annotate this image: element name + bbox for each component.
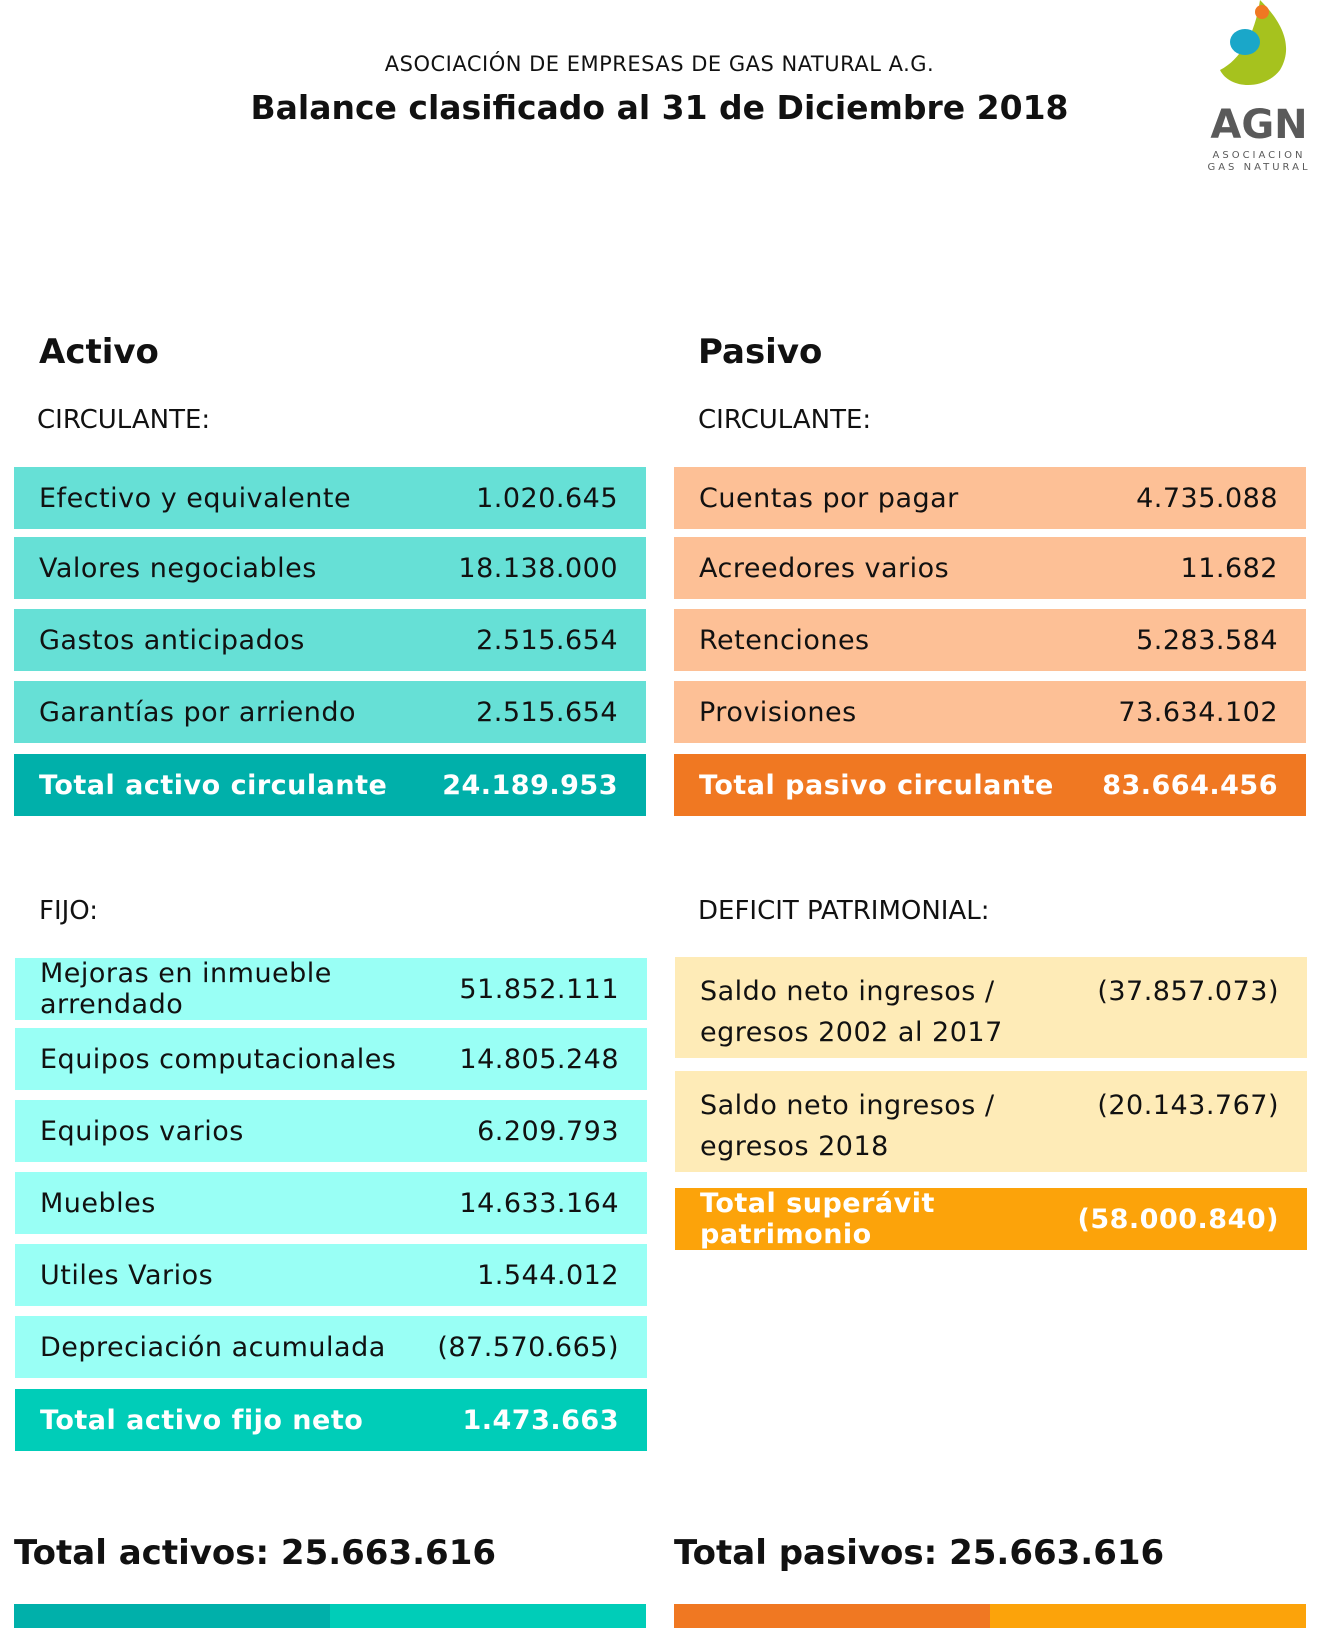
table-row: Saldo neto ingresos / egresos 2018 (20.14… (675, 1071, 1307, 1172)
row-value: 73.634.102 (1118, 696, 1278, 728)
row-value: 18.138.000 (458, 552, 618, 584)
row-value: 14.805.248 (459, 1043, 619, 1075)
row-value: 6.209.793 (477, 1115, 619, 1147)
row-label: Saldo neto ingresos / egresos 2002 al 20… (700, 976, 1003, 1048)
row-label: Total activo circulante (39, 769, 388, 801)
table-row: Utiles Varios 1.544.012 (15, 1244, 647, 1306)
row-value: 2.515.654 (476, 696, 618, 728)
row-label: Retenciones (699, 624, 870, 656)
section-label: FIJO: (39, 896, 99, 926)
row-value: 24.189.953 (442, 769, 618, 801)
row-label: Acreedores varios (699, 552, 950, 584)
row-label: Garantías por arriendo (39, 696, 357, 728)
row-label: Mejoras en inmueble arrendado (40, 958, 332, 1020)
row-label: Gastos anticipados (39, 624, 305, 656)
row-label: Total superávit patrimonio (700, 1188, 935, 1250)
table-row: Provisiones 73.634.102 (674, 681, 1306, 743)
table-row: Efectivo y equivalente 1.020.645 (14, 467, 646, 529)
grand-total: Total activos: 25.663.616 (14, 1533, 497, 1573)
footer-bar (330, 1604, 646, 1628)
row-value: 4.735.088 (1136, 482, 1278, 514)
row-value: 83.664.456 (1102, 769, 1278, 801)
row-value: 1.473.663 (462, 1404, 619, 1436)
total-row: Total activo circulante 24.189.953 (14, 754, 646, 816)
table-row: Depreciación acumulada (87.570.665) (15, 1316, 647, 1378)
title: Balance clasificado al 31 de Diciembre 2… (250, 88, 1069, 127)
table-row: Retenciones 5.283.584 (674, 609, 1306, 671)
row-value: 2.515.654 (476, 624, 618, 656)
footer-bar (674, 1604, 990, 1628)
row-value: 51.852.111 (459, 973, 619, 1005)
table-row: Garantías por arriendo 2.515.654 (14, 681, 646, 743)
table-row: Equipos computacionales 14.805.248 (15, 1028, 647, 1090)
total-row: Total pasivo circulante 83.664.456 (674, 754, 1306, 816)
section-label: CIRCULANTE: (698, 405, 872, 435)
logo-name: AGN (1210, 102, 1307, 148)
row-label: Equipos varios (40, 1115, 244, 1147)
row-label: Total pasivo circulante (699, 769, 1054, 801)
table-row: Acreedores varios 11.682 (674, 537, 1306, 599)
row-value: 5.283.584 (1136, 624, 1278, 656)
logo-dot (1255, 5, 1269, 19)
row-label: Total activo fijo neto (40, 1404, 364, 1436)
column-heading: Pasivo (698, 332, 823, 372)
row-label: Efectivo y equivalente (39, 482, 352, 514)
row-label: Saldo neto ingresos / egresos 2018 (700, 1090, 995, 1162)
table-row: Equipos varios 6.209.793 (15, 1100, 647, 1162)
row-value: 11.682 (1180, 552, 1278, 584)
row-value: (87.570.665) (437, 1331, 619, 1363)
row-label: Cuentas por pagar (699, 482, 959, 514)
table-row: Gastos anticipados 2.515.654 (14, 609, 646, 671)
row-label: Equipos computacionales (40, 1043, 397, 1075)
logo-blue (1230, 29, 1260, 55)
column-heading: Activo (39, 332, 159, 372)
row-label: Valores negociables (39, 552, 317, 584)
footer-bar (990, 1604, 1306, 1628)
total-row: Total superávit patrimonio (58.000.840) (675, 1188, 1307, 1250)
table-row: Mejoras en inmueble arrendado 51.852.111 (15, 958, 647, 1020)
subtitle: ASOCIACIÓN DE EMPRESAS DE GAS NATURAL A.… (384, 52, 935, 76)
row-value: (58.000.840) (1077, 1203, 1279, 1235)
total-row: Total activo fijo neto 1.473.663 (15, 1389, 647, 1451)
row-label: Depreciación acumulada (40, 1331, 386, 1363)
footer-bar (14, 1604, 330, 1628)
row-label: Utiles Varios (40, 1259, 214, 1291)
row-value: 1.020.645 (476, 482, 618, 514)
section-label: DEFICIT PATRIMONIAL: (698, 896, 990, 926)
grand-total: Total pasivos: 25.663.616 (674, 1533, 1165, 1573)
logo-line: ASOCIACION (1213, 150, 1306, 161)
row-value: (37.857.073) (1097, 976, 1279, 1007)
row-value: 1.544.012 (477, 1259, 619, 1291)
table-row: Valores negociables 18.138.000 (14, 537, 646, 599)
table-row: Cuentas por pagar 4.735.088 (674, 467, 1306, 529)
section-label: CIRCULANTE: (37, 405, 211, 435)
row-label: Provisiones (699, 696, 857, 728)
row-value: (20.143.767) (1097, 1090, 1279, 1121)
row-label: Muebles (40, 1187, 156, 1219)
table-row: Muebles 14.633.164 (15, 1172, 647, 1234)
table-row: Saldo neto ingresos / egresos 2002 al 20… (675, 957, 1307, 1058)
row-value: 14.633.164 (459, 1187, 619, 1219)
logo-line: GAS NATURAL (1207, 162, 1310, 173)
logo: AGN ASOCIACION GAS NATURAL (1207, 0, 1310, 173)
